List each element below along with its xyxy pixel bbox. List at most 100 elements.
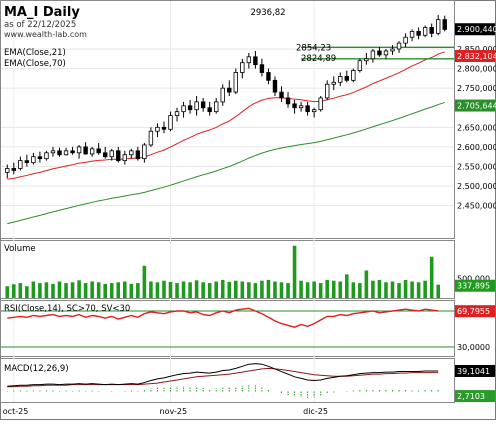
volume-bar [364,270,369,298]
volume-bar [292,245,297,298]
volume-bar [214,281,219,298]
candle-up [63,150,69,156]
volume-bar [155,282,160,298]
candle-up [155,126,160,132]
volume-bar [410,281,414,298]
candle-down [187,105,193,111]
candle-up [5,168,10,173]
candle-up [436,19,441,34]
volume-bar [175,283,179,298]
volume-bar [162,280,166,298]
candle-down [344,76,349,81]
candle-up [403,36,408,44]
volume-bar [122,281,127,298]
candle-up [174,111,180,116]
volume-bar [416,282,421,298]
volume-bar [149,281,153,298]
volume-bar [207,283,212,298]
volume-bar [260,280,264,298]
candle-up [325,83,330,99]
ema21-line [7,51,445,180]
volume-bar [397,283,401,298]
volume-bar [351,282,356,298]
candle-up [214,101,219,113]
macd-last-tag-bg [455,364,495,377]
volume-bar [83,283,88,298]
volume-bar [344,274,349,298]
candle-up [311,109,317,113]
last-price-tag: 2.900,440 [457,25,496,34]
candle-down [377,50,382,56]
volume-bars [5,245,441,298]
volume-bar [38,283,42,298]
as-of-date: as of 22/12/2025 [4,20,76,30]
volume-bar [371,280,375,298]
volume-bar [136,283,140,298]
candle-up [89,148,95,155]
volume-bar [31,281,36,298]
candle-up [318,97,323,111]
last-price-tag-bg [455,23,495,36]
volume-bar [240,281,245,298]
macd-title: MACD(12,26,9) [4,364,69,374]
candle-up [246,56,252,64]
candle-up [76,146,82,154]
volume-bar [429,256,434,298]
volume-bar [18,283,23,298]
volume-bar [11,284,16,298]
price-panel-frame [0,0,455,239]
volume-bar [90,281,94,298]
macd-panel-frame [0,358,455,403]
macd-hist-last-tag: 2,7103 [457,392,485,401]
grid-lines [1,1,454,402]
candle-up [338,76,343,83]
ema70-line [7,101,445,225]
candle-down [96,148,101,154]
macd-hist-last-tag-bg [455,390,495,403]
volume-bar [253,283,258,298]
candle-up [194,101,199,111]
rsi-lines [1,307,454,348]
volume-bar [5,286,10,298]
volume-bar [403,279,408,298]
volume-bar [51,283,55,298]
candle-up [122,154,127,162]
candle-down [161,126,167,130]
axis-labels: 2.450,000 2.500,000 2.550,000 2.600,000 2.65… [3,8,496,416]
candle-up [31,156,36,163]
candle-down [305,105,310,113]
ema-lines [7,51,445,225]
candle-up [409,30,415,38]
candle-up [168,115,173,130]
price-tick-label: 2.750,000 [457,84,496,93]
volume-bar [390,281,395,298]
candle-down [207,107,212,113]
price-tick-label: 2.550,000 [457,163,496,172]
candle-up [331,81,336,85]
candle-down [83,146,88,155]
volume-bar [142,265,147,298]
candle-up [390,48,395,52]
rsi-panel-frame [0,300,455,357]
ema21-tag-bg [455,50,495,63]
macd-lines [6,363,439,398]
volume-bar [168,281,173,298]
candle-up [142,144,147,160]
price-tick-label: 2.850,000 [457,45,496,54]
candle-down [272,79,278,93]
candle-down [103,152,108,158]
candle-up [220,87,225,103]
candle-down [259,64,265,73]
volume-last-tag: 337,895 [457,282,490,291]
volume-bar [286,283,290,298]
volume-bar [220,279,225,298]
volume-bar [247,282,251,298]
chart-title: MA_I Daily [4,5,80,20]
macd-line [7,363,439,387]
volume-bar [77,280,81,298]
price-annotation: 2824,89 [301,54,336,64]
candle-down [285,97,291,105]
volume-bar [188,282,192,298]
candle-up [364,58,369,62]
